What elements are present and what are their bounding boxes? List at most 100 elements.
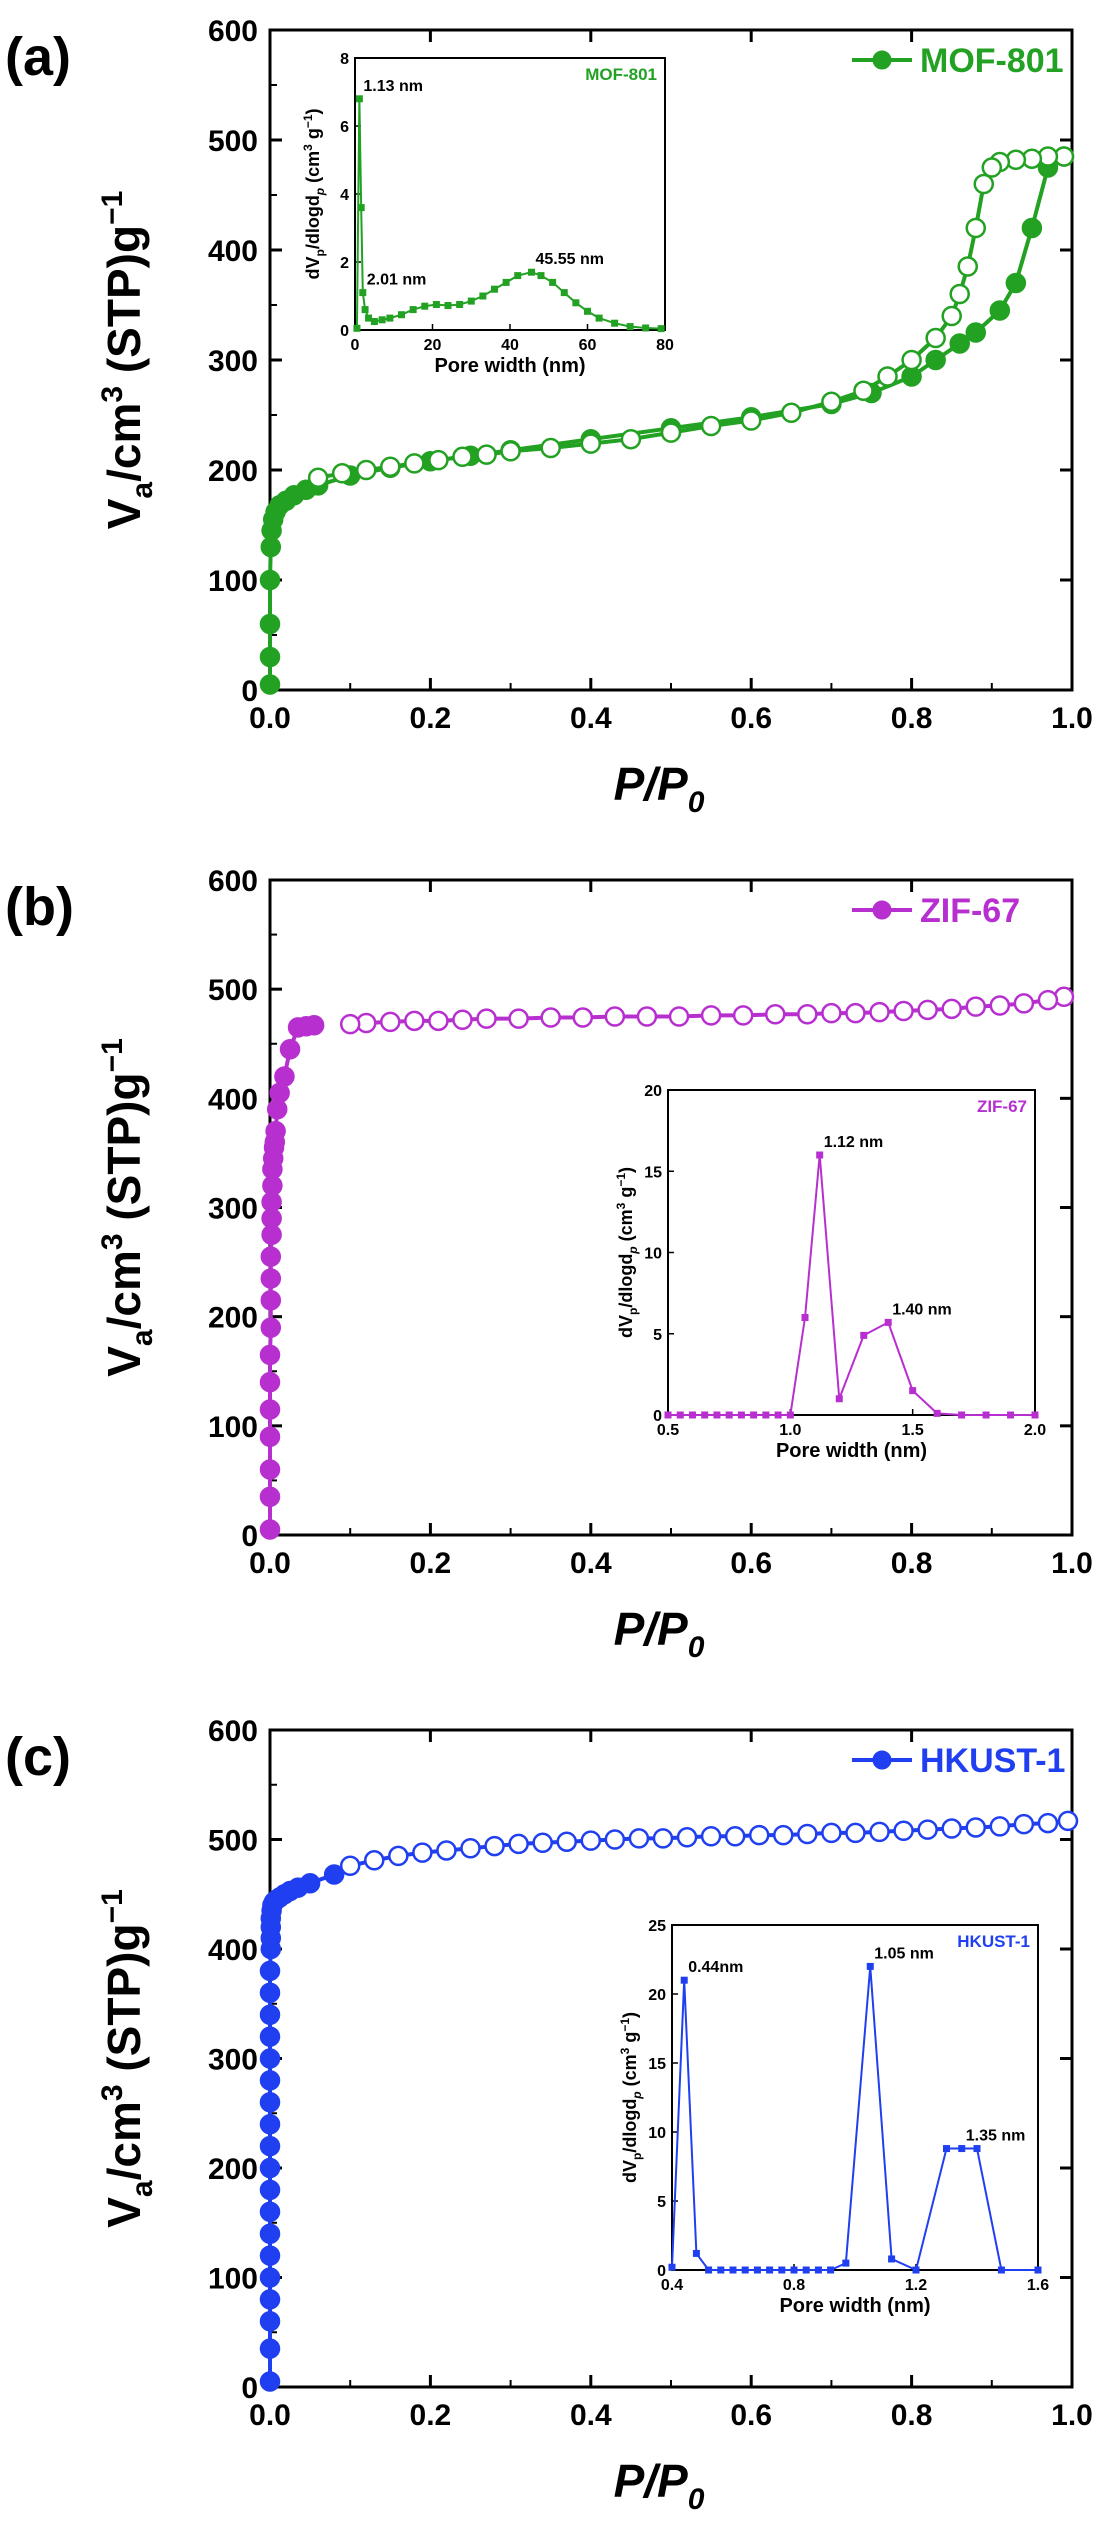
x-tick-label: 0.2 [410, 1547, 452, 1580]
inset-data-point [982, 1411, 990, 1419]
inset-y-tick-label: 15 [644, 1164, 662, 1181]
inset-y-tick-label: 5 [653, 1327, 662, 1344]
inset-y-tick-label: 10 [648, 2125, 666, 2142]
data-point-desorption [1013, 993, 1035, 1014]
inset-data-point [386, 314, 394, 322]
inset-x-tick-label: 80 [656, 337, 674, 354]
inset-data-point [717, 2266, 725, 2274]
inset-data-point [361, 306, 369, 314]
inset-data-point [479, 292, 487, 300]
data-point-desorption [700, 415, 722, 437]
y-axis-label-sub: a [126, 1329, 159, 1346]
data-point-adsorption [259, 1459, 281, 1480]
inset-data-point [370, 318, 378, 325]
data-point-desorption [925, 327, 946, 349]
data-point-adsorption [259, 2245, 281, 2266]
data-point-adsorption [259, 1519, 281, 1540]
inset-y-label-end: ) [620, 2012, 640, 2018]
x-tick-label: 0.2 [410, 702, 452, 735]
inset-data-point [611, 319, 619, 327]
inset-data-point [943, 2145, 950, 2153]
data-point-desorption [460, 1838, 481, 1859]
inset-data-point [584, 307, 591, 315]
data-point-desorption [428, 449, 449, 471]
inset-peak-annotation: 2.01 nm [367, 272, 427, 289]
inset-legend-label: ZIF-67 [977, 1097, 1027, 1116]
legend-label: HKUST-1 [920, 1742, 1065, 1780]
data-point-adsorption [259, 2267, 281, 2288]
data-point-adsorption [265, 1120, 286, 1142]
data-point-desorption [853, 380, 874, 402]
inset-data-point [491, 285, 498, 293]
inset-x-tick-label: 0.5 [657, 1422, 679, 1439]
data-point-desorption [949, 283, 970, 305]
y-tick-label: 0 [241, 2372, 258, 2405]
data-point-adsorption [260, 1268, 282, 1289]
inset-legend-label: MOF-801 [585, 65, 657, 84]
data-point-desorption [331, 463, 353, 484]
inset-data-point [729, 2266, 737, 2274]
y-axis-label-tail: (STP)g [98, 1072, 150, 1233]
inset-y-label-sup2: −1 [618, 2018, 632, 2032]
data-point-adsorption [965, 322, 987, 343]
data-point-desorption [724, 1825, 746, 1847]
inset-x-tick-label: 2.0 [1024, 1422, 1046, 1439]
inset-data-point [444, 302, 452, 310]
y-tick-label: 100 [208, 2263, 258, 2296]
inset-y-tick-label: 6 [340, 119, 349, 136]
y-axis-label-unit: /cm [98, 1250, 150, 1329]
data-point-desorption [981, 157, 1003, 178]
data-point-desorption [700, 1005, 722, 1026]
inset-y-label-unit: (cm [616, 1209, 636, 1246]
y-tick-label: 200 [208, 2153, 258, 2186]
x-axis-label: P/P0 [614, 2455, 705, 2516]
legend-label: MOF-801 [920, 42, 1064, 80]
data-point-desorption [412, 1842, 433, 1863]
y-tick-label: 400 [208, 1934, 258, 1967]
inset-data-point [997, 2266, 1005, 2274]
data-point-desorption [845, 1002, 866, 1024]
y-axis-label: Va/cm3 (STP)g−1 [96, 1038, 159, 1377]
y-axis-label-sup: 3 [96, 386, 129, 403]
inset-data-point [421, 302, 429, 310]
data-point-desorption [668, 1006, 690, 1027]
chart-panel-1: 0.0 0.2 0.4 0.6 0.8 1.00100200300400500600(a)… [5, 15, 1093, 819]
inset-data-point [657, 325, 665, 333]
inset-peak-annotation: 0.44nm [688, 1959, 743, 1976]
data-point-desorption [604, 1006, 626, 1027]
inset-data-point [409, 306, 417, 314]
inset-y-label-main: dV [620, 2160, 640, 2183]
legend-marker [872, 1750, 892, 1770]
inset-data-point [814, 2266, 822, 2274]
inset-data-point [572, 299, 580, 307]
inset-data-point [560, 289, 568, 297]
data-point-desorption [628, 1828, 650, 1849]
x-tick-label: 0.4 [570, 702, 612, 735]
data-point-desorption [917, 1819, 938, 1840]
data-point-desorption [797, 1823, 818, 1845]
inset-y-label-main: dV [616, 1315, 636, 1338]
inset-data-point [774, 1411, 782, 1419]
data-point-adsorption [259, 2223, 281, 2244]
data-point-adsorption [989, 300, 1011, 321]
inset-data-point [737, 1411, 745, 1419]
inset-data-point [688, 1411, 696, 1419]
data-point-desorption [388, 1845, 409, 1867]
inset-y-axis-label: dVp/dlogdp (cm3 g−1) [614, 1167, 640, 1338]
inset-y-label-sub2: p [630, 2091, 644, 2099]
inset-data-point [860, 1331, 868, 1339]
data-point-desorption [404, 1010, 425, 1032]
y-tick-label: 200 [208, 455, 258, 488]
data-point-desorption [404, 453, 425, 474]
inset-y-label-sup: 3 [301, 144, 315, 151]
data-point-desorption [845, 1822, 866, 1844]
inset-y-tick-label: 0 [657, 2263, 666, 2280]
inset-data-point [802, 2266, 810, 2274]
data-point-desorption [941, 998, 962, 1020]
inset-data-point [353, 324, 361, 332]
data-point-desorption [877, 366, 898, 387]
data-point-desorption [452, 446, 473, 468]
y-tick-label: 100 [208, 565, 258, 598]
